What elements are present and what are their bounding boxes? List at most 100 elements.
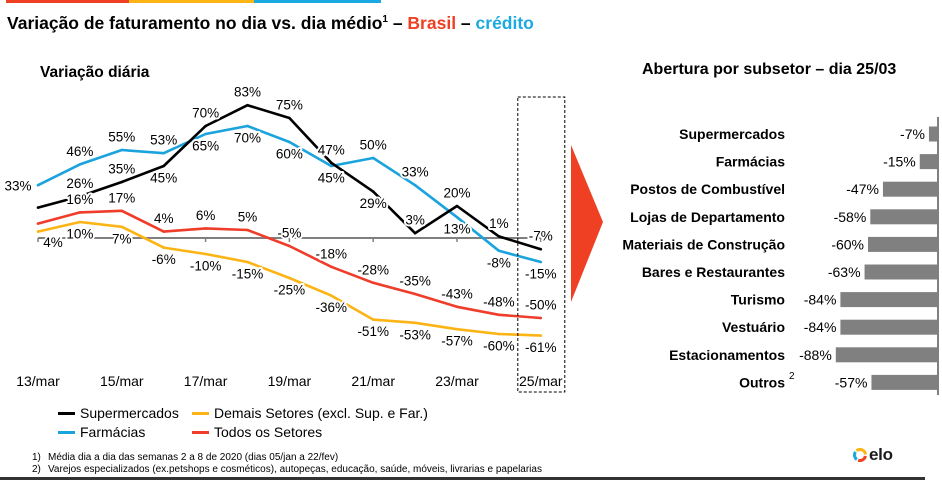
data-label-demais-setores-excl-sup-e-far: -25% [274, 283, 306, 298]
data-label-todos-os-setores: 17% [108, 190, 135, 205]
data-label-todos-os-setores: -5% [277, 226, 301, 241]
data-point [497, 235, 501, 238]
data-label-demais-setores-excl-sup-e-far: -36% [316, 300, 348, 315]
data-point [455, 204, 459, 208]
bar-row-outros: Outros 2 -57% [739, 371, 937, 390]
data-label-demais-setores-excl-sup-e-far: -53% [399, 327, 431, 342]
data-label-farmacias: 70% [234, 131, 261, 146]
data-label-farmacias: 33% [4, 179, 31, 194]
x-tick-label: 23/mar [435, 373, 479, 389]
data-label-supermercados: 83% [234, 85, 261, 100]
data-label-farmacias: 13% [443, 222, 470, 237]
footnote-2: 2) Varejos especializados (ex.petshops e… [32, 464, 542, 476]
data-label-todos-os-setores: -50% [525, 298, 557, 313]
x-tick-label: 19/mar [268, 373, 312, 389]
data-point [455, 215, 459, 219]
data-label-farmacias: 33% [402, 165, 429, 180]
data-label-demais-setores-excl-sup-e-far: -10% [190, 259, 222, 274]
data-point [120, 225, 124, 229]
legend-swatch-yellow [192, 411, 209, 415]
value-label: -60% [831, 236, 864, 252]
data-point [162, 164, 165, 168]
legend-item-demais-setores: Demais Setores (excl. Sup. e Far.) [192, 404, 428, 422]
data-point [246, 228, 249, 232]
footnote-mark: 2) [32, 464, 41, 475]
data-label-todos-os-setores: -28% [357, 262, 389, 277]
title-separator: – [456, 13, 476, 33]
line-chart-title: Variação diária [40, 64, 150, 81]
bar [868, 236, 937, 252]
data-point [288, 116, 291, 120]
region-label: Brasil [407, 13, 457, 33]
data-point [539, 334, 543, 337]
bar [870, 209, 937, 225]
data-point [497, 313, 501, 317]
data-label-farmacias: -8% [487, 255, 511, 270]
value-label: -84% [804, 319, 837, 335]
value-label: -84% [804, 292, 837, 308]
bottom-divider [0, 477, 925, 480]
logo-text: elo [869, 445, 893, 464]
data-point [413, 321, 417, 325]
data-label-demais-setores-excl-sup-e-far: -60% [483, 339, 515, 354]
data-label-farmacias: 46% [66, 144, 93, 159]
data-point [78, 211, 82, 214]
bar-chart-title: Abertura por subsetor – dia 25/03 [642, 61, 897, 78]
data-point [78, 163, 82, 166]
data-label-supermercados: 29% [360, 196, 387, 211]
data-point [36, 222, 40, 225]
data-point [204, 227, 207, 230]
category-label: Vestuário [722, 319, 785, 335]
bar-row-vestuario: Vestuário -84% [722, 319, 937, 335]
data-point [330, 164, 333, 168]
x-tick-label: 17/mar [184, 373, 228, 389]
series-demais-setores-excl-sup-e-far [36, 220, 543, 337]
data-label-demais-setores-excl-sup-e-far: -6% [152, 252, 176, 267]
footnote-mark: 1) [32, 452, 41, 463]
data-point [162, 246, 165, 249]
data-point [371, 190, 375, 193]
category-label: Postos de Combustível [630, 181, 785, 197]
line-chart-axis: 13/mar 15/mar 17/mar 19/mar 21/mar 23/mar 25/m… [15, 237, 564, 391]
category-label: Farmácias [716, 154, 785, 170]
data-label-farmacias: 50% [360, 138, 387, 153]
data-label-demais-setores-excl-sup-e-far: 4% [43, 235, 63, 250]
data-point [120, 148, 124, 152]
data-point [36, 230, 40, 233]
category-label: Lojas de Departamento [630, 209, 785, 225]
legend-item-farmacias: Farmácias [58, 423, 145, 441]
data-label-supermercados: 47% [318, 142, 345, 157]
bar [928, 126, 937, 142]
x-tick-label: 13/mar [16, 373, 60, 389]
data-point [288, 140, 291, 144]
data-label-demais-setores-excl-sup-e-far: -51% [357, 324, 389, 339]
category-label: Turismo [731, 292, 785, 308]
ring-red-arc [857, 455, 867, 462]
category-label: Bares e Restaurantes [642, 264, 785, 280]
data-label-farmacias: -15% [525, 267, 557, 282]
data-point [413, 183, 417, 187]
footnote-mark: 2 [789, 371, 795, 382]
data-label-demais-setores-excl-sup-e-far: -61% [525, 340, 557, 355]
category-label: Outros [739, 374, 785, 390]
top-bar-red-segment [6, 0, 129, 3]
series-todos-os-setores [36, 209, 543, 320]
data-point [36, 183, 40, 187]
legend-item-supermercados: Supermercados [58, 404, 179, 422]
data-labels: 26% 35% 45% 70% 83% 75% 47% 29% 3% 20% 1% -7% 33% 46%… [2, 83, 558, 357]
data-label-supermercados: 26% [66, 176, 93, 191]
data-point [497, 332, 501, 336]
category-label: Supermercados [679, 126, 785, 142]
data-point [371, 281, 375, 285]
data-point [330, 161, 333, 165]
legend-item-todos-setores: Todos os Setores [192, 423, 322, 441]
bar-row-lojas-de-departamento: Lojas de Departamento -58% [630, 209, 937, 225]
value-label: -57% [835, 374, 868, 390]
data-point [78, 220, 82, 224]
data-point [162, 151, 165, 155]
data-point [120, 209, 124, 213]
legend-swatch-red [192, 430, 209, 434]
data-point [371, 156, 375, 160]
series-farmacias [36, 124, 543, 264]
